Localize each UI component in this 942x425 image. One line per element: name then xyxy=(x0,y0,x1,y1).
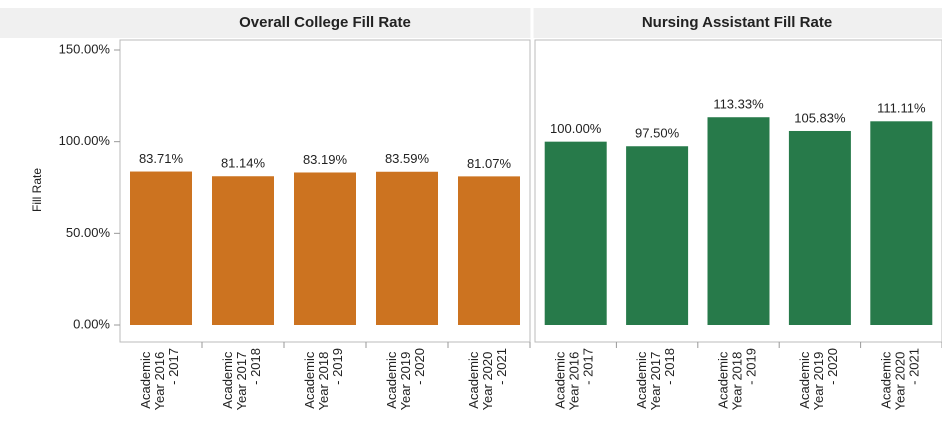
panel-frame xyxy=(119,39,531,343)
x-tick-label: Academic Year 2017 - 2018 xyxy=(635,348,678,410)
x-tick-label-line: Year 2018 xyxy=(316,348,331,410)
bar xyxy=(130,171,192,325)
data-label: 81.14% xyxy=(221,156,266,171)
bar xyxy=(707,117,770,325)
x-tick-label-line: - 2020 xyxy=(825,348,840,385)
x-tick-label: Academic Year 2018 - 2019 xyxy=(302,348,345,410)
bar xyxy=(212,176,274,325)
x-tick-label-line: - 2018 xyxy=(663,348,678,385)
x-tick-label: Academic Year 2016 - 2017 xyxy=(138,348,181,410)
x-tick-label: Academic Year 2016 - 2017 xyxy=(553,348,596,410)
x-tick-label-line: - 2018 xyxy=(248,348,263,385)
x-tick-label-line: Academic xyxy=(635,348,650,409)
data-label: 111.11% xyxy=(877,101,926,116)
x-tick-label: Academic Year 2020 - 2021 xyxy=(879,348,922,410)
bar xyxy=(376,171,438,325)
x-tick-label-line: Academic xyxy=(553,348,568,409)
x-tick-label-line: Academic xyxy=(797,348,812,409)
x-tick-label-line: Year 2019 xyxy=(398,348,413,410)
panel-frame xyxy=(534,39,942,343)
y-tick-label: 0.00% xyxy=(73,316,110,331)
x-tick-label-line: Academic xyxy=(466,348,481,409)
y-tick-label: 150.00% xyxy=(59,41,111,56)
x-tick-label-line: - 2021 xyxy=(907,348,922,385)
data-label: 83.71% xyxy=(139,151,184,166)
bar xyxy=(626,146,689,325)
panel-title: Overall College Fill Rate xyxy=(239,14,411,31)
x-tick-label-line: Year 2017 xyxy=(234,348,249,410)
x-tick-label-line: Academic xyxy=(302,348,317,409)
bar xyxy=(870,121,933,325)
header-band xyxy=(0,8,942,38)
x-tick-label-line: Academic xyxy=(138,348,153,409)
x-tick-label: Academic Year 2020 - 2021 xyxy=(466,348,509,410)
y-tick-label: 50.00% xyxy=(66,225,111,240)
x-tick-label-line: - 2021 xyxy=(494,348,509,385)
x-tick-label-line: Year 2019 xyxy=(811,348,826,410)
x-tick-label: Academic Year 2017 - 2018 xyxy=(220,348,263,410)
x-tick-label-line: Year 2017 xyxy=(649,348,664,410)
x-tick-label-line: - 2017 xyxy=(166,348,181,385)
data-label: 113.33% xyxy=(713,97,764,112)
bar xyxy=(544,141,607,325)
data-label: 81.07% xyxy=(467,156,512,171)
x-tick-label-line: - 2019 xyxy=(744,348,759,385)
x-tick-label: Academic Year 2018 - 2019 xyxy=(716,348,759,410)
x-tick-label-line: - 2017 xyxy=(581,348,596,385)
data-label: 97.50% xyxy=(635,126,680,141)
data-label: 83.59% xyxy=(385,151,430,166)
x-tick-label-line: Year 2020 xyxy=(480,348,495,410)
bar xyxy=(294,172,356,325)
x-tick-label-line: - 2019 xyxy=(330,348,345,385)
x-tick-label-line: Year 2016 xyxy=(152,348,167,410)
x-tick-label-line: Year 2020 xyxy=(893,348,908,410)
x-tick-label: Academic Year 2019 - 2020 xyxy=(797,348,840,410)
bar xyxy=(788,130,851,325)
x-tick-label-line: Academic xyxy=(384,348,399,409)
x-tick-label-line: Academic xyxy=(879,348,894,409)
x-tick-label-line: Academic xyxy=(716,348,731,409)
data-label: 105.83% xyxy=(794,110,846,125)
y-tick-label: 100.00% xyxy=(59,133,111,148)
x-tick-label-line: Year 2016 xyxy=(567,348,582,410)
bar xyxy=(458,176,520,325)
x-tick-label-line: Year 2018 xyxy=(730,348,745,410)
x-tick-label-line: Academic xyxy=(220,348,235,409)
data-label: 100.00% xyxy=(550,121,602,136)
x-tick-label: Academic Year 2019 - 2020 xyxy=(384,348,427,410)
panel-title: Nursing Assistant Fill Rate xyxy=(642,14,832,31)
y-axis-label: Fill Rate xyxy=(30,168,44,212)
x-tick-label-line: - 2020 xyxy=(412,348,427,385)
data-label: 83.19% xyxy=(303,152,348,167)
